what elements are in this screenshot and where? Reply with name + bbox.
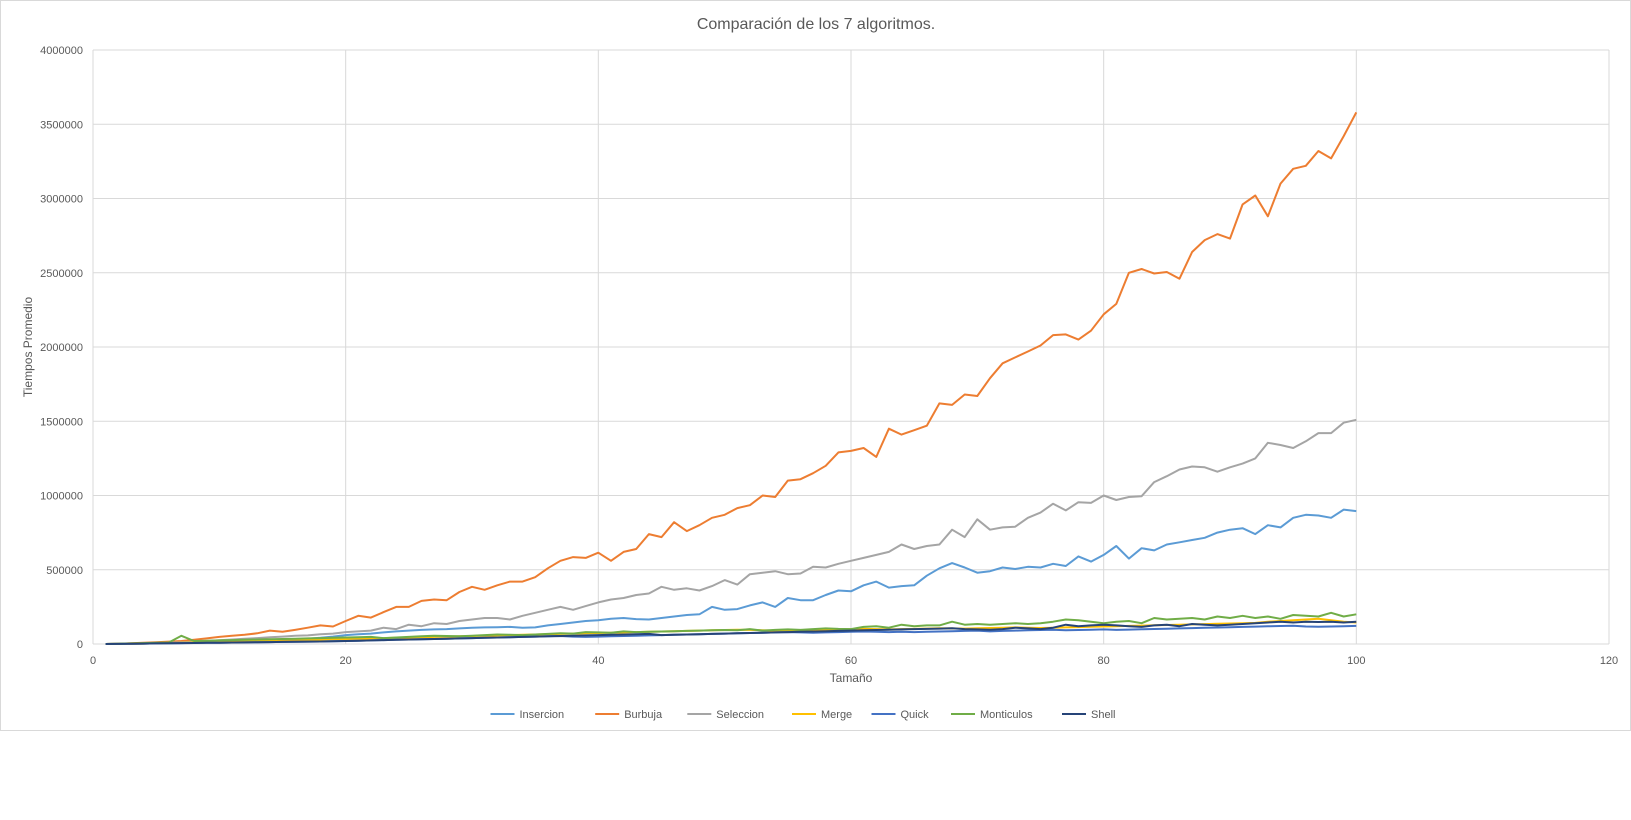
- x-tick-label: 40: [592, 655, 604, 667]
- y-tick-label: 3500000: [40, 119, 83, 131]
- y-tick-label: 0: [77, 639, 83, 651]
- series-lines: [105, 111, 1358, 645]
- legend-label-seleccion: Seleccion: [716, 709, 764, 721]
- x-tick-label: 80: [1098, 655, 1110, 667]
- y-tick-label: 1500000: [40, 416, 83, 428]
- legend-label-quick: Quick: [901, 709, 930, 721]
- y-tick-label: 500000: [46, 565, 83, 577]
- legend-label-merge: Merge: [821, 709, 852, 721]
- y-axis-title: Tiempos Promedio: [21, 297, 35, 398]
- series-line-shell: [105, 620, 1357, 645]
- chart-area: Comparación de los 7 algoritmos. 0 500000…: [0, 0, 1631, 731]
- x-tick-label: 20: [340, 655, 352, 667]
- y-tick-label: 2000000: [40, 342, 83, 354]
- x-tick-label: 60: [845, 655, 857, 667]
- x-tick-label: 0: [90, 655, 96, 667]
- legend: Insercion Burbuja Seleccion Merge Quick Monti…: [490, 709, 1115, 721]
- y-tick-label: 1000000: [40, 491, 83, 503]
- series-line-seleccion: [105, 418, 1357, 645]
- legend-label-shell: Shell: [1091, 709, 1115, 721]
- y-axis-ticks: 0 500000 1000000 1500000 2000000 2500000 30000…: [40, 45, 83, 651]
- gridlines: [92, 49, 1610, 645]
- legend-label-burbuja: Burbuja: [624, 709, 663, 721]
- y-tick-label: 3000000: [40, 194, 83, 206]
- x-tick-label: 120: [1600, 655, 1618, 667]
- legend-label-monticulos: Monticulos: [980, 709, 1033, 721]
- y-tick-label: 4000000: [40, 45, 83, 57]
- x-axis-title: Tamaño: [830, 671, 873, 685]
- series-line-burbuja: [105, 111, 1358, 645]
- series-line-monticulos: [105, 611, 1357, 645]
- x-tick-label: 100: [1347, 655, 1365, 667]
- line-chart: Comparación de los 7 algoritmos. 0 500000…: [21, 16, 1618, 721]
- series-line-merge: [105, 617, 1357, 645]
- series-line-insercion: [105, 508, 1357, 645]
- y-tick-label: 2500000: [40, 268, 83, 280]
- chart-title: Comparación de los 7 algoritmos.: [697, 16, 935, 33]
- legend-label-insercion: Insercion: [520, 709, 565, 721]
- x-axis-ticks: 0 20 40 60 80 100 120: [90, 655, 1618, 667]
